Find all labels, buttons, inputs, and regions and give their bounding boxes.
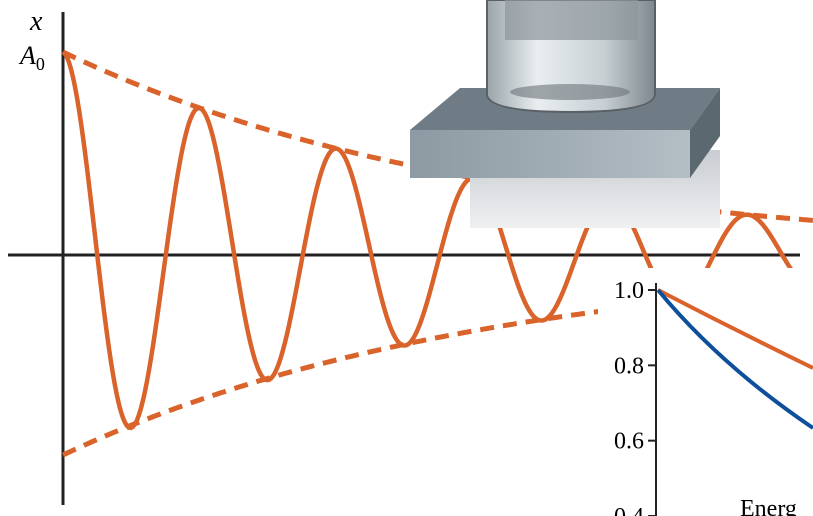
axis-label: x xyxy=(29,6,43,37)
jar-base xyxy=(510,84,630,100)
platform-front xyxy=(410,130,690,178)
y-tick-label: 0.4 xyxy=(614,504,644,516)
amplitude-label: A0 xyxy=(18,41,45,74)
inset-bg xyxy=(598,268,813,516)
y-tick-label: 1.0 xyxy=(614,278,644,304)
jar-lid xyxy=(505,0,638,40)
inset-chart: Energ 1.0 0.8 0.6 0.4 xyxy=(598,268,813,516)
y-tick-label: 0.6 xyxy=(614,429,644,455)
figure: x A0 Energ 1.0 0.8 0.6 0.4 xyxy=(0,0,813,516)
y-tick-label: 0.8 xyxy=(614,353,644,379)
inset-axis-label: Energ xyxy=(740,496,797,516)
